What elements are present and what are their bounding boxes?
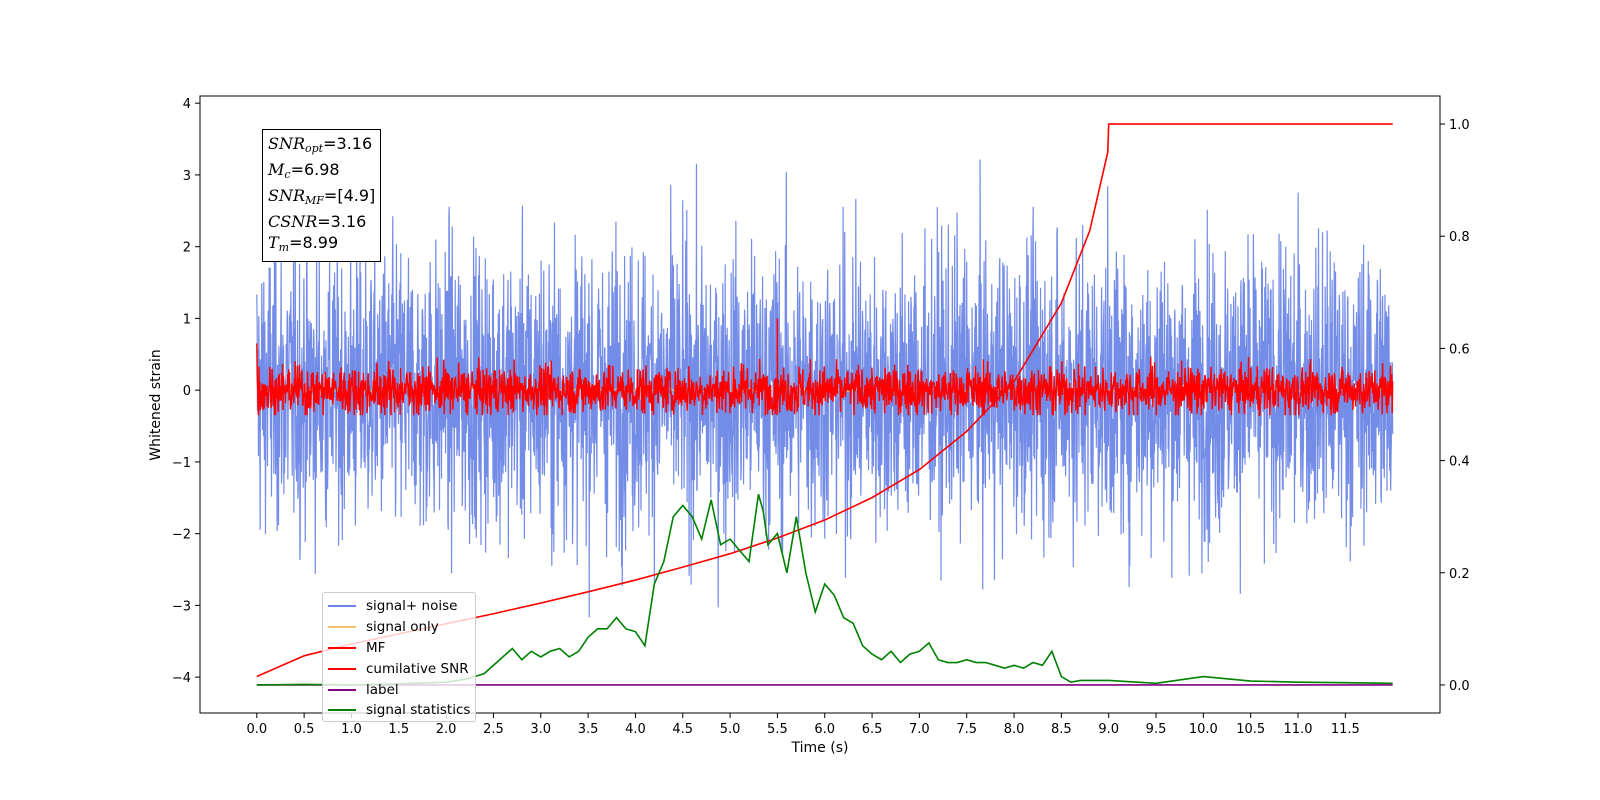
y-left-tick-label: −1 [172,456,191,471]
x-tick-label: 6.5 [862,722,883,737]
x-tick-label: 9.5 [1146,722,1167,737]
annot-tm: Tm=8.99 [268,233,339,254]
y-left-tick-label: 3 [183,169,191,184]
x-tick-label: 8.0 [1004,722,1025,737]
x-tick-label: 2.0 [436,722,457,737]
legend-item-cumulative-snr: cumilative SNR [323,658,475,679]
y-left-tick-label: −2 [172,528,191,543]
x-tick-label: 2.5 [483,722,504,737]
y-left-tick-label: 4 [183,97,191,112]
y-right-tick-label: 0.8 [1449,230,1470,245]
x-tick-label: 9.0 [1098,722,1119,737]
x-tick-label: 3.5 [578,722,599,737]
legend-swatch [328,709,356,712]
y-right-tick-label: 0.6 [1449,342,1470,357]
x-tick-label: 8.5 [1051,722,1072,737]
annot-mc: Mc=6.98 [268,160,340,181]
y-axis-label: Whitened strain [148,349,164,460]
legend-item-label: label [323,679,475,700]
legend-swatch [328,667,356,670]
series-signal-noise [256,159,1394,618]
legend-swatch [328,646,356,649]
x-tick-label: 6.0 [814,722,835,737]
x-tick-label: 1.0 [341,722,362,737]
y-right-tick-label: 0.4 [1449,455,1470,470]
y-left-tick-label: −3 [172,599,191,614]
legend-item-signal-statistics: signal statistics [323,700,475,721]
legend-item-signal-noise: signal+ noise [323,596,475,617]
legend-swatch [328,688,356,691]
annot-snr-opt: SNRopt=3.16 [268,134,373,155]
x-tick-label: 7.0 [909,722,930,737]
annot-csnr: CSNR=3.16 [268,212,367,231]
x-tick-label: 4.5 [672,722,693,737]
y-right-tick-label: 1.0 [1449,118,1470,133]
x-tick-label: 7.5 [956,722,977,737]
x-tick-label: 10.0 [1189,722,1218,737]
y-left-tick-label: 1 [183,312,191,327]
x-axis-label: Time (s) [791,740,849,756]
x-tick-label: 0.0 [246,722,267,737]
legend-swatch [328,605,356,608]
y-right-tick-label: 0.0 [1449,679,1470,694]
x-tick-label: 4.0 [625,722,646,737]
y-left-tick-label: 0 [183,384,191,399]
x-tick-label: 5.5 [767,722,788,737]
x-tick-label: 11.5 [1331,722,1360,737]
x-tick-label: 1.5 [388,722,409,737]
y-left-tick-label: 2 [183,241,191,256]
axes-frame [199,95,1441,714]
x-tick-label: 3.0 [530,722,551,737]
legend-item-signal-only: signal only [323,617,475,638]
y-left-tick-label: −4 [172,671,191,686]
legend-swatch [328,626,356,629]
legend-item-mf: MF [323,638,475,659]
x-tick-label: 10.5 [1236,722,1265,737]
annot-snr-mf: SNRMF=[4.9] [268,186,376,207]
series-mf [256,343,1394,416]
series-signal-statistics [256,494,1393,686]
x-tick-label: 0.5 [294,722,315,737]
y-right-tick-label: 0.2 [1449,567,1470,582]
legend: signal+ noise signal only MF cumilative … [322,592,476,722]
stats-annotation-box: SNRopt=3.16 Mc=6.98 SNRMF=[4.9] CSNR=3.1… [262,129,382,262]
x-tick-label: 5.0 [720,722,741,737]
x-tick-label: 11.0 [1284,722,1313,737]
